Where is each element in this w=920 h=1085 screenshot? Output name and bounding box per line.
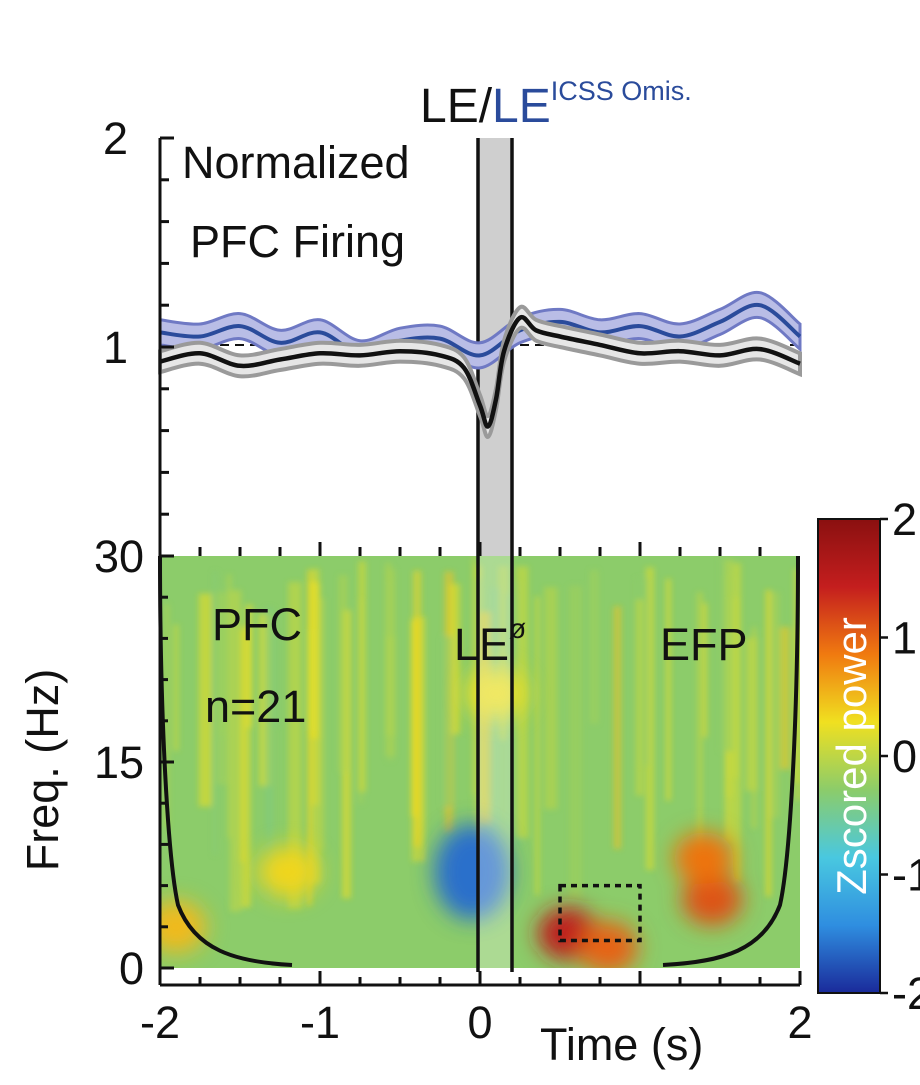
heatmap-streak [320, 598, 325, 850]
panel-label-event: LEø [454, 613, 526, 670]
heatmap-streak [173, 624, 179, 751]
heatmap-streak [702, 602, 708, 738]
cone-of-influence-right [662, 555, 800, 967]
heatmap-streak [613, 606, 622, 849]
heatmap-streak [569, 585, 582, 899]
heatmap-streak [765, 589, 772, 897]
heatmap-streak [471, 556, 477, 794]
spectrogram-axes: 0 15 30 -2 -1 0 2 [94, 531, 813, 1048]
firing-label-line2: PFC Firing [190, 216, 405, 267]
event-window-overlay [478, 556, 512, 968]
heatmap-streak [498, 565, 509, 741]
heatmap-hotspot [674, 832, 734, 885]
heatmap-streak [448, 583, 461, 735]
heatmap-streak [665, 578, 672, 801]
heatmap-streak [164, 604, 170, 829]
highlight-box [558, 883, 642, 943]
figure-title: LE/LEICSS Omis. [420, 76, 692, 133]
panel-label-n: n=21 [205, 681, 306, 732]
heatmap-hotspot [160, 900, 206, 953]
colorbar-tick-label: 0 [892, 731, 917, 782]
heatmap-streak [645, 567, 655, 871]
heatmap-streak [216, 591, 231, 785]
heatmap-streak [213, 571, 218, 855]
heatmap-streak [719, 556, 734, 752]
heatmap-streak [245, 604, 253, 728]
heatmap-x-tick-label: 2 [787, 997, 812, 1048]
heatmap-streak [771, 592, 780, 818]
colorbar: Zscored power 2 1 0 -1 -2 [817, 494, 920, 1019]
le-mean-line [159, 314, 801, 429]
heatmap-streak [385, 636, 396, 757]
heatmap-streak [338, 575, 348, 773]
heatmap-streak [441, 636, 453, 807]
heatmap-hotspot [258, 845, 318, 898]
heatmap-x-tick-label: 0 [467, 997, 492, 1048]
firing-label-line1: Normalized [182, 137, 410, 188]
heatmap-hotspot [682, 873, 742, 926]
heatmap-streak [779, 626, 791, 770]
heatmap-streak [288, 581, 302, 909]
y-axis-label: Freq. (Hz) [17, 669, 68, 872]
heatmap-streak [635, 599, 644, 796]
heatmap-hotspots [160, 667, 742, 968]
heatmap-streak [696, 592, 703, 863]
heatmap-streak [265, 607, 274, 897]
heatmap-x-tick-label: -2 [140, 997, 180, 1048]
heatmap-streak [272, 633, 278, 727]
colorbar-strip [817, 518, 881, 994]
panel-label-efp: EFP [660, 619, 748, 670]
firing-panel: 1 2 Normalized PFC Firing [103, 113, 802, 558]
omission-mean-line [159, 303, 802, 358]
heatmap-streak [589, 570, 599, 724]
colorbar-tick-label: 1 [892, 613, 917, 664]
heatmap-streak [413, 570, 422, 847]
spectrogram-panel: 0 15 30 -2 -1 0 2 PFC n=21 LEø EFP Time (s) Fr… [17, 531, 813, 1070]
panel-label-region: PFC [212, 599, 302, 650]
heatmap-y-tick-label: 15 [94, 737, 144, 788]
heatmap-hotspot [434, 823, 510, 920]
colorbar-tick-label: -1 [892, 850, 920, 901]
heatmap-streak [198, 593, 212, 807]
heatmap-streak [535, 596, 540, 896]
heatmap-streak [544, 587, 558, 810]
colorbar-tick-label: -2 [892, 968, 920, 1019]
heatmap-x-tick-label: -1 [300, 997, 340, 1048]
heatmap-streak [358, 561, 366, 792]
heatmap-streak [241, 626, 251, 908]
heatmap-streak [489, 588, 500, 878]
colorbar-tick-label: 2 [892, 494, 917, 545]
x-axis-label: Time (s) [540, 1019, 703, 1070]
heatmap-streak [751, 627, 757, 829]
firing-y-tick-label: 1 [103, 322, 128, 373]
colorbar-ticks: 2 1 0 -1 -2 [880, 494, 920, 1019]
heatmap-y-tick-label: 0 [119, 943, 144, 994]
firing-y-tick-label: 2 [103, 113, 128, 164]
heatmap-streak [307, 629, 315, 731]
colorbar-label: Zscored power [828, 617, 875, 895]
heatmap-streak [505, 594, 515, 883]
heatmap-streak [229, 590, 242, 912]
heatmap-streak [732, 563, 742, 882]
heatmap-y-tick-label: 30 [94, 531, 144, 582]
heatmap-hotspot [578, 921, 638, 968]
